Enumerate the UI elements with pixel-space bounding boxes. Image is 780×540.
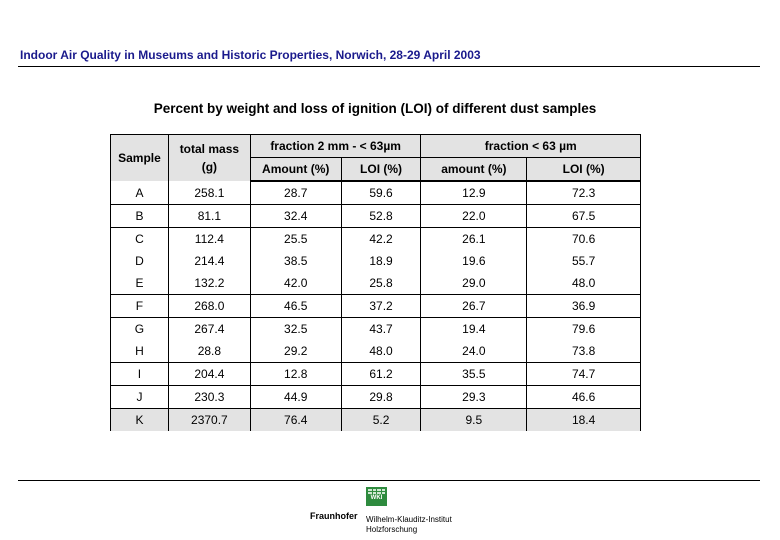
wki-logo: WKI: [366, 487, 387, 506]
cell-loi-coarse: 42.2: [341, 227, 422, 250]
cell-amount-coarse: 42.0: [250, 272, 342, 295]
table-row: A 258.1 28.7 59.6 12.9 72.3: [110, 181, 641, 205]
cell-amount-coarse: 38.5: [250, 250, 342, 272]
fraunhofer-brand: Fraunhofer: [310, 511, 358, 521]
header-total-mass: total mass (g): [168, 134, 251, 181]
institute-name: Wilhelm-Klauditz-Institut Holzforschung: [366, 515, 452, 535]
cell-amount-fine: 26.7: [420, 294, 528, 318]
table-row: H 28.8 29.2 48.0 24.0 73.8: [110, 340, 641, 363]
cell-amount-fine: 29.0: [420, 272, 528, 295]
wki-logo-grid-icon: [368, 489, 385, 494]
header-title: Indoor Air Quality in Museums and Histor…: [20, 48, 481, 62]
cell-loi-coarse: 25.8: [341, 272, 422, 295]
cell-total-mass: 81.1: [168, 204, 251, 228]
cell-amount-fine: 35.5: [420, 362, 528, 386]
cell-amount-fine: 12.9: [420, 181, 528, 205]
cell-loi-coarse: 52.8: [341, 204, 422, 228]
wki-logo-text: WKI: [370, 495, 383, 501]
cell-total-mass: 230.3: [168, 385, 251, 409]
cell-total-mass: 268.0: [168, 294, 251, 318]
cell-loi-fine: 18.4: [526, 408, 641, 431]
cell-loi-fine: 70.6: [526, 227, 641, 250]
institute-line-1: Wilhelm-Klauditz-Institut: [366, 515, 452, 524]
table-row: D 214.4 38.5 18.9 19.6 55.7: [110, 250, 641, 272]
table-row: E 132.2 42.0 25.8 29.0 48.0: [110, 272, 641, 295]
cell-loi-fine: 73.8: [571, 344, 596, 358]
cell-loi-fine: 46.6: [526, 385, 641, 409]
cell-loi-coarse: 43.7: [341, 317, 422, 340]
table-title: Percent by weight and loss of ignition (…: [153, 101, 597, 116]
cell-amount-coarse: 12.8: [250, 362, 342, 386]
cell-loi-coarse: 37.2: [341, 294, 422, 318]
institute-line-2: Holzforschung: [366, 525, 418, 534]
cell-total-mass: 214.4: [168, 250, 251, 272]
cell-amount-fine: 19.4: [420, 317, 528, 340]
header-divider: [18, 66, 760, 67]
cell-loi-coarse: 61.2: [341, 362, 422, 386]
table-row: C 112.4 25.5 42.2 26.1 70.6: [110, 227, 641, 250]
cell-amount-coarse: 32.5: [250, 317, 342, 340]
table-row: I 204.4 12.8 61.2 35.5 74.7: [110, 362, 641, 386]
table-row: F 268.0 46.5 37.2 26.7 36.9: [110, 294, 641, 318]
cell-sample: F: [110, 294, 169, 318]
cell-total-mass: 132.2: [168, 272, 251, 295]
cell-amount-fine: 24.0: [420, 340, 528, 363]
cell-amount-coarse: 32.4: [250, 204, 342, 228]
cell-loi-coarse: 18.9: [341, 250, 422, 272]
table-row: K 2370.7 76.4 5.2 9.5 18.4: [110, 408, 641, 431]
cell-sample: A: [110, 181, 169, 205]
cell-sample: K: [110, 408, 169, 431]
cell-loi-fine: 74.7: [526, 362, 641, 386]
table-row: B 81.1 32.4 52.8 22.0 67.5: [110, 204, 641, 228]
cell-amount-coarse: 25.5: [250, 227, 342, 250]
header-loi-fine: LOI (%): [526, 157, 641, 182]
header-amount-coarse: Amount (%): [250, 157, 342, 182]
cell-sample: B: [110, 204, 169, 228]
cell-loi-fine: 79.6: [526, 317, 641, 340]
header-fraction-coarse: fraction 2 mm - < 63µm: [250, 134, 422, 158]
cell-loi-coarse: 29.8: [341, 385, 422, 409]
header-loi-coarse: LOI (%): [341, 157, 422, 182]
footer-divider: [18, 480, 760, 481]
header-total-mass-unit: (g): [201, 160, 218, 174]
cell-sample: H: [110, 340, 169, 363]
cell-total-mass: 28.8: [168, 340, 251, 363]
cell-amount-fine: 29.3: [420, 385, 528, 409]
header-amount-fine: amount (%): [420, 157, 528, 182]
cell-sample: I: [110, 362, 169, 386]
cell-loi-fine: 72.3: [571, 186, 596, 200]
header-total-mass-label: total mass: [179, 142, 240, 156]
cell-loi-coarse: 5.2: [341, 408, 422, 431]
cell-loi-fine: 48.0: [571, 276, 596, 290]
cell-loi-fine: 67.5: [526, 204, 641, 228]
cell-amount-fine: 9.5: [420, 408, 528, 431]
header-fraction-fine: fraction < 63 µm: [420, 134, 641, 158]
cell-total-mass: 112.4: [168, 227, 251, 250]
cell-amount-coarse: 29.2: [250, 340, 342, 363]
dust-samples-table: Sample total mass (g) fraction 2 mm - < …: [110, 134, 641, 431]
cell-loi-coarse: 48.0: [341, 340, 422, 363]
cell-loi-coarse: 59.6: [341, 181, 422, 205]
cell-total-mass: 267.4: [168, 317, 251, 340]
cell-total-mass: 204.4: [168, 362, 251, 386]
cell-amount-fine: 22.0: [420, 204, 528, 228]
cell-amount-coarse: 46.5: [250, 294, 342, 318]
cell-sample: D: [110, 250, 169, 272]
cell-amount-coarse: 44.9: [250, 385, 342, 409]
cell-amount-fine: 26.1: [420, 227, 528, 250]
cell-amount-coarse: 28.7: [250, 181, 342, 205]
table-row: J 230.3 44.9 29.8 29.3 46.6: [110, 385, 641, 409]
cell-sample: C: [110, 227, 169, 250]
cell-sample: G: [110, 317, 169, 340]
cell-loi-fine: 55.7: [571, 254, 596, 268]
cell-amount-coarse: 76.4: [250, 408, 342, 431]
table-row: G 267.4 32.5 43.7 19.4 79.6: [110, 317, 641, 340]
header-sample: Sample: [110, 134, 169, 181]
cell-sample: E: [110, 272, 169, 295]
cell-total-mass: 2370.7: [168, 408, 251, 431]
cell-amount-fine: 19.6: [420, 250, 528, 272]
cell-sample: J: [110, 385, 169, 409]
cell-loi-fine: 36.9: [526, 294, 641, 318]
cell-total-mass: 258.1: [168, 181, 251, 205]
